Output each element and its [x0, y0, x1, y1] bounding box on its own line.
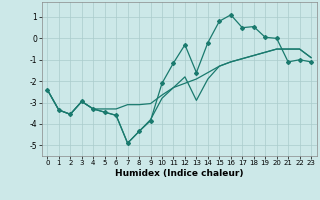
X-axis label: Humidex (Indice chaleur): Humidex (Indice chaleur) [115, 169, 244, 178]
